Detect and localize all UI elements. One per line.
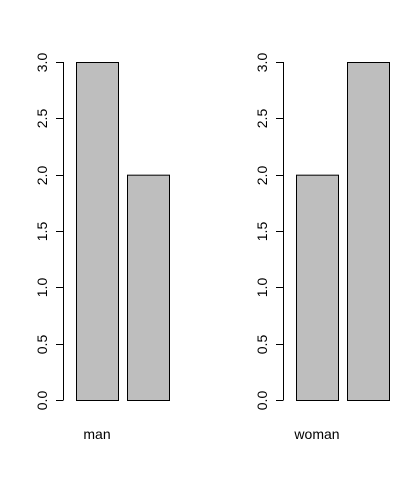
man-y-tick-label: 3.0 <box>34 53 50 73</box>
man-y-tick-label: 0.5 <box>34 335 50 355</box>
woman-label: woman <box>293 426 339 442</box>
woman-y-tick-label: 2.5 <box>254 109 270 129</box>
woman-y-tick-label: 0.5 <box>254 335 270 355</box>
man-y-tick-label: 1.5 <box>34 222 50 242</box>
man-y-tick-label: 2.0 <box>34 166 50 186</box>
woman-y-tick-label: 1.5 <box>254 222 270 242</box>
woman-bar-1 <box>296 174 339 401</box>
man-bar-1 <box>76 62 119 401</box>
woman-y-tick-label: 0.0 <box>254 391 270 411</box>
woman-y-tick-label: 2.0 <box>254 166 270 186</box>
man-y-tick-label: 2.5 <box>34 109 50 129</box>
man-panel: 0.0 0.5 1.0 1.5 2.0 2.5 3.0 man <box>34 53 170 442</box>
woman-y-tick-label: 1.0 <box>254 278 270 298</box>
woman-panel: 0.0 0.5 1.0 1.5 2.0 2.5 3.0 woman <box>254 53 390 442</box>
man-y-tick-label: 0.0 <box>34 391 50 411</box>
man-y-tick-label: 1.0 <box>34 278 50 298</box>
man-bar-2 <box>127 174 170 401</box>
woman-y-tick-label: 3.0 <box>254 53 270 73</box>
man-label: man <box>83 426 110 442</box>
woman-bar-2 <box>347 62 390 401</box>
